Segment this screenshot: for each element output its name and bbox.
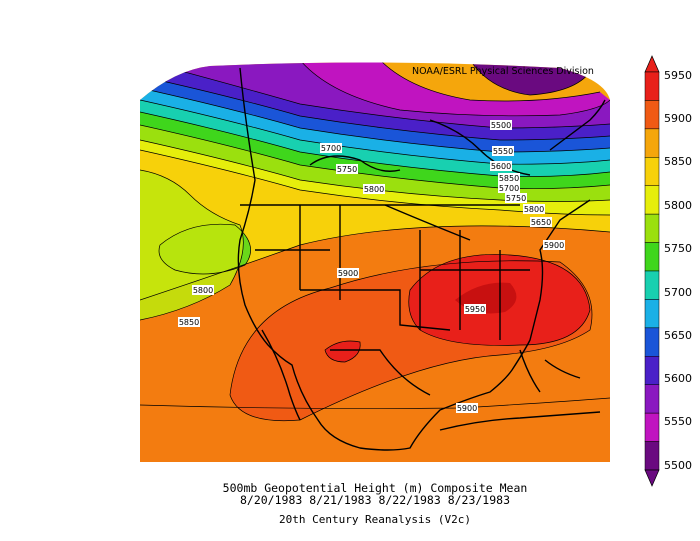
colorbar-swatch xyxy=(644,384,660,414)
colorbar-swatch xyxy=(644,157,660,186)
svg-text:5900: 5900 xyxy=(544,241,564,250)
colorbar-label: 5600 xyxy=(664,372,692,385)
svg-text:5750: 5750 xyxy=(506,194,526,203)
colorbar-swatch xyxy=(644,412,660,442)
colorbar-label: 5650 xyxy=(664,329,692,342)
contour-label: 5800 xyxy=(192,285,214,295)
colorbar-swatch xyxy=(644,327,660,357)
contour-label: 5700 xyxy=(498,183,520,193)
svg-text:5950: 5950 xyxy=(465,305,485,314)
svg-text:5700: 5700 xyxy=(321,144,341,153)
contour-label: 5800 xyxy=(523,204,545,214)
colorbar-swatch xyxy=(644,441,660,471)
colorbar xyxy=(644,55,660,487)
colorbar-arrow-top xyxy=(644,55,660,73)
colorbar-arrow-bottom xyxy=(644,469,660,487)
svg-text:5550: 5550 xyxy=(493,147,513,156)
map-title: 500mb Geopotential Height (m) Composite … xyxy=(222,481,528,495)
colorbar-swatch xyxy=(644,356,660,385)
credit-text: NOAA/ESRL Physical Sciences Division xyxy=(412,66,594,77)
map-source: 20th Century Reanalysis (V2c) xyxy=(278,513,472,526)
contour-label: 5800 xyxy=(363,184,385,194)
svg-text:5900: 5900 xyxy=(338,269,358,278)
colorbar-label: 5800 xyxy=(664,199,692,212)
svg-text:5850: 5850 xyxy=(179,318,199,327)
colorbar-label: 5750 xyxy=(664,242,692,255)
contour-label: 5950 xyxy=(464,304,486,314)
height-field xyxy=(140,62,610,462)
colorbar-swatch xyxy=(644,100,660,130)
svg-text:5600: 5600 xyxy=(491,162,511,171)
colorbar-label: 5950 xyxy=(664,69,692,82)
contour-label: 5750 xyxy=(336,164,358,174)
colorbar-swatch xyxy=(644,128,660,158)
svg-text:5800: 5800 xyxy=(193,286,213,295)
colorbar-label: 5550 xyxy=(664,415,692,428)
colorbar-swatch xyxy=(644,185,660,215)
svg-text:5700: 5700 xyxy=(499,184,519,193)
colorbar-swatch xyxy=(644,270,660,300)
svg-text:5850: 5850 xyxy=(499,174,519,183)
colorbar-label: 5700 xyxy=(664,286,692,299)
contour-labels: 5500 5550 5600 5850 5700 5750 5800 5650 … xyxy=(178,120,565,413)
colorbar-swatch xyxy=(644,71,660,101)
contour-label: 5900 xyxy=(543,240,565,250)
colorbar-label: 5850 xyxy=(664,155,692,168)
colorbar-label: 5500 xyxy=(664,459,692,472)
contour-label: 5750 xyxy=(505,193,527,203)
contour-label: 5850 xyxy=(178,317,200,327)
colorbar-swatch xyxy=(644,213,660,243)
contour-label: 5500 xyxy=(490,120,512,130)
map-dates: 8/20/1983 8/21/1983 8/22/1983 8/23/1983 xyxy=(239,493,511,507)
colorbar-label: 5900 xyxy=(664,112,692,125)
svg-text:5750: 5750 xyxy=(337,165,357,174)
colorbar-swatch xyxy=(644,242,660,272)
svg-text:5800: 5800 xyxy=(364,185,384,194)
contour-label: 5650 xyxy=(530,217,552,227)
svg-text:5500: 5500 xyxy=(491,121,511,130)
colorbar-swatch xyxy=(644,299,660,329)
contour-label: 5850 xyxy=(498,173,520,183)
svg-text:5650: 5650 xyxy=(531,218,551,227)
contour-label: 5600 xyxy=(490,161,512,171)
contour-label: 5550 xyxy=(492,146,514,156)
coastlines xyxy=(237,67,606,451)
svg-text:5900: 5900 xyxy=(457,404,477,413)
contour-label: 5700 xyxy=(320,143,342,153)
contour-label: 5900 xyxy=(456,403,478,413)
svg-text:5800: 5800 xyxy=(524,205,544,214)
contour-label: 5900 xyxy=(337,268,359,278)
